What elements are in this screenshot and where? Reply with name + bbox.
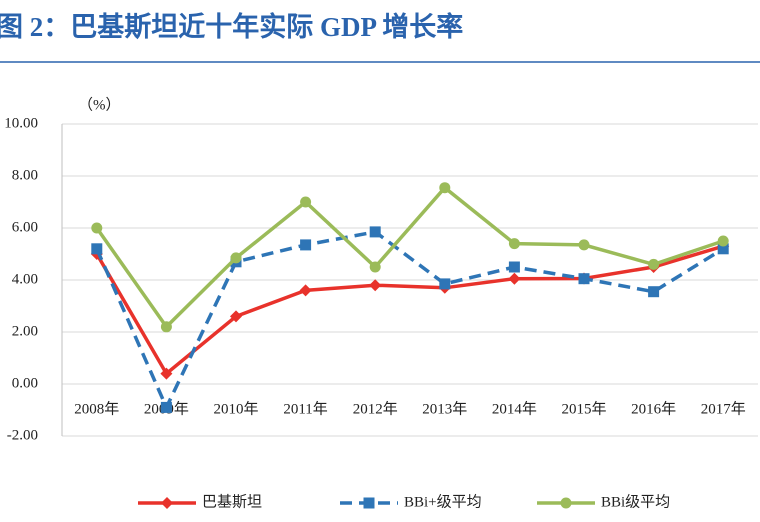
y-tick-label: 2.00 bbox=[12, 323, 38, 339]
y-tick-label: 4.00 bbox=[12, 271, 38, 287]
point bbox=[160, 367, 173, 380]
x-tick-label: 2013年 bbox=[422, 400, 467, 417]
x-tick-label: 2008年 bbox=[74, 400, 119, 417]
point bbox=[369, 279, 382, 292]
point bbox=[717, 235, 729, 247]
point bbox=[648, 286, 660, 298]
series-line bbox=[95, 230, 725, 412]
x-tick-label: 2011年 bbox=[283, 400, 327, 417]
point bbox=[369, 226, 381, 238]
point bbox=[369, 261, 381, 273]
point bbox=[508, 272, 521, 285]
x-tick-label: 2017年 bbox=[701, 400, 746, 417]
point bbox=[439, 278, 451, 290]
point bbox=[578, 239, 590, 251]
x-tick-label: 2015年 bbox=[561, 400, 606, 417]
y-tick-label: 10.00 bbox=[4, 115, 38, 131]
point bbox=[161, 497, 173, 509]
chart-title: 图 2：巴基斯坦近十年实际 GDP 增长率 bbox=[0, 11, 463, 42]
point bbox=[717, 243, 729, 255]
x-tick-label: 2012年 bbox=[353, 400, 398, 417]
point bbox=[560, 497, 572, 509]
point bbox=[230, 252, 242, 264]
series-line bbox=[95, 244, 724, 377]
point bbox=[160, 321, 172, 333]
point bbox=[508, 261, 520, 273]
x-tick-label: 2014年 bbox=[492, 400, 537, 417]
y-unit: （%） bbox=[78, 96, 121, 113]
point bbox=[91, 222, 103, 234]
point bbox=[300, 239, 312, 251]
point bbox=[363, 497, 375, 509]
point bbox=[160, 401, 172, 413]
point bbox=[578, 273, 590, 285]
y-tick-label: -2.00 bbox=[7, 427, 38, 443]
point bbox=[91, 243, 103, 255]
y-tick-label: 8.00 bbox=[12, 167, 38, 183]
point bbox=[300, 196, 312, 208]
point bbox=[508, 238, 520, 250]
y-tick-label: 0.00 bbox=[12, 375, 38, 391]
legend-label: BBi+级平均 bbox=[404, 493, 482, 510]
point bbox=[299, 284, 312, 297]
legend-label: 巴基斯坦 bbox=[202, 493, 262, 510]
point bbox=[230, 310, 242, 323]
legend-label: BBi级平均 bbox=[601, 493, 670, 510]
point bbox=[439, 182, 451, 194]
x-tick-label: 2016年 bbox=[631, 400, 676, 417]
point bbox=[648, 258, 660, 270]
x-tick-label: 2010年 bbox=[213, 400, 258, 417]
series-line bbox=[95, 185, 724, 330]
y-tick-label: 6.00 bbox=[12, 219, 38, 235]
